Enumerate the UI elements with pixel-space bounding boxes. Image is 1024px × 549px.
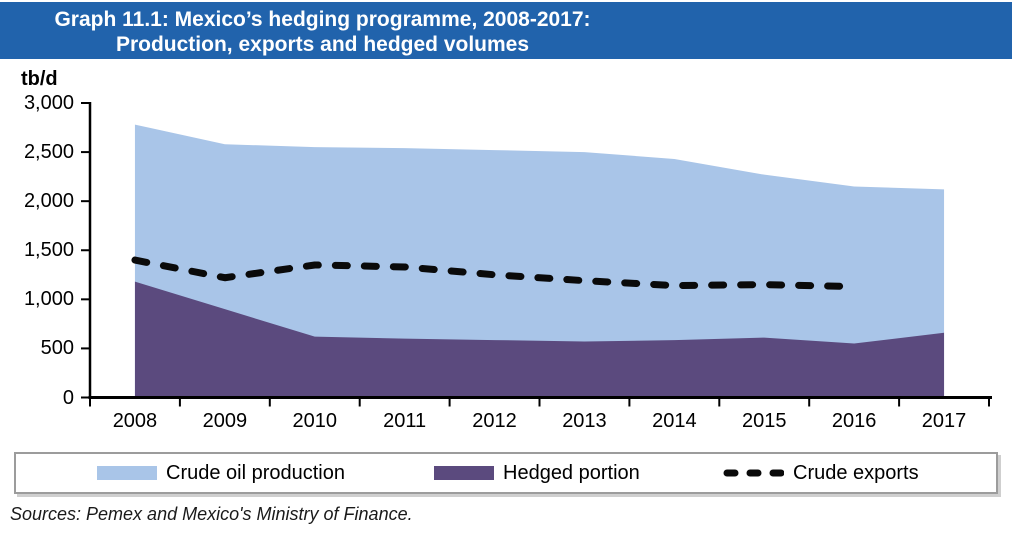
y-axis-label: 0 bbox=[62, 386, 74, 409]
y-axis-label: 2,000 bbox=[23, 190, 74, 213]
production-swatch bbox=[97, 466, 157, 480]
x-axis-label: 2008 bbox=[112, 410, 158, 432]
y-axis-label: 1,000 bbox=[23, 288, 74, 311]
x-axis-label: 2013 bbox=[562, 410, 607, 432]
chart-title-bar: Graph 11.1: Mexico’s hedging programme, … bbox=[0, 2, 1012, 59]
x-axis-label: 2016 bbox=[831, 410, 877, 432]
legend-label-hedged: Hedged portion bbox=[503, 461, 640, 484]
x-axis-label: 2009 bbox=[202, 410, 248, 432]
source-note: Sources: Pemex and Mexico's Ministry of … bbox=[10, 504, 413, 524]
y-axis-label: 2,500 bbox=[23, 141, 74, 164]
legend-item-exports: Crude exports bbox=[722, 454, 919, 492]
x-axis-label: 2015 bbox=[742, 410, 787, 432]
y-axis-label: 500 bbox=[40, 337, 74, 360]
x-axis-label: 2011 bbox=[383, 410, 427, 432]
legend-item-hedged: Hedged portion bbox=[434, 454, 640, 492]
x-axis-label: 2017 bbox=[921, 410, 967, 432]
dashed-line-swatch bbox=[723, 469, 784, 477]
hedged-swatch bbox=[434, 466, 494, 480]
crude-oil-production-area bbox=[134, 124, 945, 398]
y-axis-unit-label: tb/d bbox=[21, 68, 58, 90]
chart-title: Graph 11.1: Mexico’s hedging programme, … bbox=[0, 2, 645, 57]
legend-item-production: Crude oil production bbox=[97, 454, 345, 492]
x-axis-label: 2010 bbox=[292, 410, 338, 432]
x-axis-label: 2014 bbox=[652, 410, 697, 432]
chart-title-line1: Graph 11.1: Mexico’s hedging programme, … bbox=[54, 8, 591, 31]
legend-label-production: Crude oil production bbox=[166, 461, 345, 484]
chart-title-line2: Production, exports and hedged volumes bbox=[115, 33, 530, 56]
x-axis-label: 2012 bbox=[472, 410, 517, 432]
y-axis-label: 3,000 bbox=[23, 92, 74, 114]
hedged-portion-area bbox=[134, 281, 945, 398]
y-axis-label: 1,500 bbox=[23, 239, 74, 262]
legend-label-exports: Crude exports bbox=[793, 461, 919, 484]
crude-exports-line bbox=[131, 256, 858, 291]
chart-legend: Crude oil production Hedged portion Crud… bbox=[14, 452, 998, 494]
